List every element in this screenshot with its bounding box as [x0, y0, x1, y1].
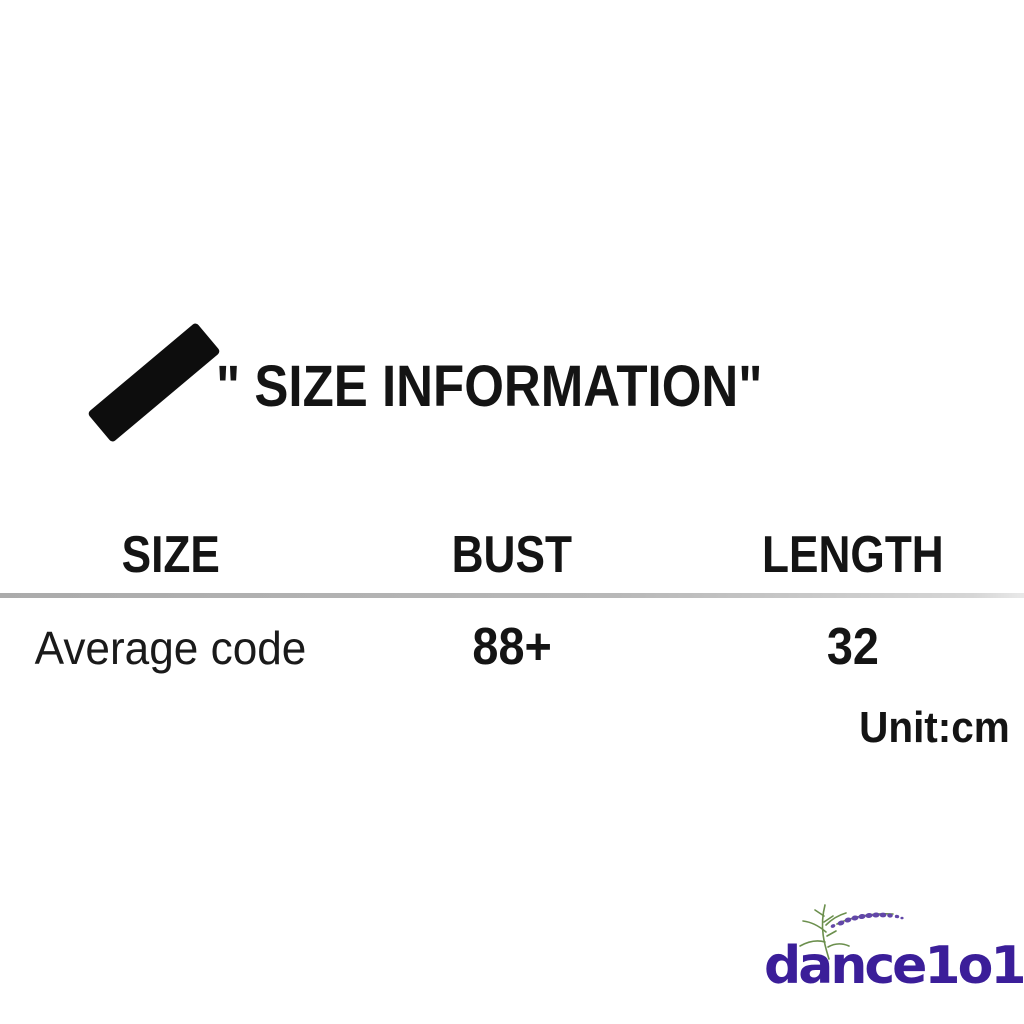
watermark-text: dance1o1 — [764, 936, 1024, 996]
bust-cell-value: 88+ — [472, 618, 552, 676]
length-cell: 32 — [683, 621, 1024, 673]
column-header-length-label: LENGTH — [762, 526, 945, 584]
page-title: " SIZE INFORMATION" — [216, 354, 763, 419]
diagonal-stripe-icon — [87, 321, 221, 444]
column-header-bust-label: BUST — [451, 526, 573, 584]
bust-cell: 88+ — [341, 621, 682, 673]
unit-note: Unit:cm — [859, 703, 1010, 752]
length-cell-value: 32 — [827, 618, 880, 676]
table-row: Average code 88+ 32 — [0, 621, 1024, 674]
table-header-row: SIZE BUST LENGTH — [0, 527, 1024, 583]
lavender-sprig-icon — [799, 904, 904, 960]
column-header-length: LENGTH — [683, 527, 1024, 583]
column-header-bust: BUST — [341, 527, 682, 583]
size-cell: Average code — [0, 622, 341, 674]
column-header-size: SIZE — [0, 527, 341, 583]
column-header-size-label: SIZE — [121, 526, 220, 584]
size-cell-value: Average code — [34, 622, 307, 674]
table-divider-line — [0, 593, 1024, 598]
